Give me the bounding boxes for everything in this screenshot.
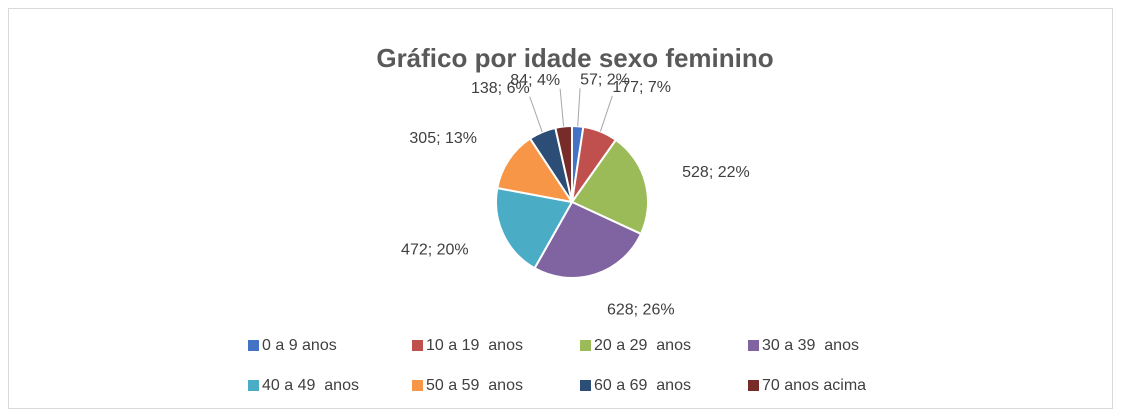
data-label: 305; 13%: [409, 130, 477, 147]
legend-label: 30 a 39 anos: [762, 337, 859, 354]
legend-label: 40 a 49 anos: [262, 377, 359, 394]
data-label: 472; 20%: [401, 241, 469, 258]
leader-line: [529, 96, 543, 133]
leader-line: [577, 88, 581, 127]
legend-label: 60 a 69 anos: [594, 377, 691, 394]
pie-slice: [495, 186, 574, 270]
legend-swatch: [748, 340, 759, 351]
data-label: 57; 2%: [580, 72, 630, 89]
leader-line: [559, 88, 565, 127]
data-label: 528; 22%: [682, 164, 750, 181]
pie-slice: [533, 200, 643, 279]
data-label: 138; 6%: [471, 80, 530, 97]
legend-swatch: [580, 380, 591, 391]
legend-swatch: [412, 340, 423, 351]
legend-label: 70 anos acima: [762, 377, 866, 394]
legend-swatch: [248, 340, 259, 351]
legend-label: 20 a 29 anos: [594, 337, 691, 354]
legend-swatch: [748, 380, 759, 391]
leader-line: [599, 95, 613, 132]
data-label: 84; 4%: [510, 72, 560, 89]
legend-label: 50 a 59 anos: [426, 377, 523, 394]
legend-swatch: [412, 380, 423, 391]
chart-title: Gráfico por idade sexo feminino: [376, 43, 773, 73]
legend-swatch: [580, 340, 591, 351]
legend-label: 0 a 9 anos: [262, 337, 337, 354]
data-label: 628; 26%: [607, 302, 675, 319]
legend-swatch: [248, 380, 259, 391]
data-label: 177; 7%: [612, 79, 671, 96]
pie-slice: [496, 137, 575, 204]
legend-label: 10 a 19 anos: [426, 337, 523, 354]
